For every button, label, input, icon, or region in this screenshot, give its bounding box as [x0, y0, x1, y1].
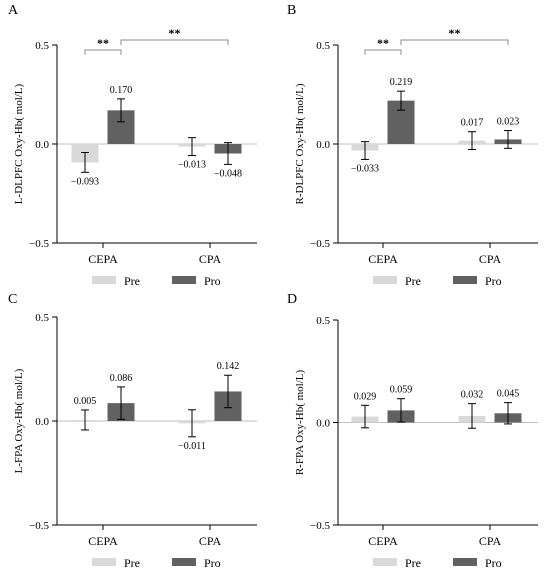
category-label: CEPA	[88, 252, 118, 266]
category-label: CPA	[199, 534, 222, 548]
significance-marker: **	[449, 26, 461, 40]
significance-bracket	[400, 39, 509, 45]
value-label: 0.032	[461, 390, 484, 401]
legend-label-pre: Pre	[405, 556, 421, 570]
legend-swatch-pro	[172, 276, 196, 284]
value-label: −0.033	[351, 163, 379, 174]
value-label: 0.029	[354, 391, 377, 402]
panel-label: B	[287, 3, 296, 18]
y-tick-label: 0.5	[316, 315, 330, 327]
value-label: 0.005	[74, 396, 97, 407]
value-label: 0.142	[217, 361, 240, 372]
y-axis-label: L-DLPFC Oxy-Hb( mol/L)	[13, 83, 25, 204]
significance-bracket	[120, 39, 229, 45]
y-tick-label: 0.0	[35, 139, 49, 151]
panel-label: A	[8, 3, 19, 18]
category-label: CPA	[199, 252, 222, 266]
y-axis-label: L-FPA Oxy-Hb( mol/L)	[13, 368, 25, 473]
category-label: CPA	[479, 252, 502, 266]
y-tick-label: −0.5	[310, 238, 330, 250]
value-label: 0.170	[110, 85, 133, 96]
category-label: CEPA	[368, 534, 398, 548]
category-label: CEPA	[368, 252, 398, 266]
legend-swatch-pro	[453, 558, 477, 566]
value-label: −0.093	[71, 176, 99, 187]
value-label: 0.219	[390, 77, 413, 88]
legend-swatch-pre	[92, 276, 116, 284]
y-tick-label: 0.5	[35, 312, 49, 324]
significance-bracket	[84, 49, 122, 55]
y-tick-label: 0.5	[35, 40, 49, 52]
panel-label: C	[8, 292, 17, 307]
value-label: −0.048	[214, 168, 242, 179]
significance-marker: **	[97, 36, 109, 50]
legend-label-pro: Pro	[204, 556, 221, 570]
legend-label-pre: Pre	[405, 274, 421, 288]
legend-swatch-pre	[92, 558, 116, 566]
legend-swatch-pro	[172, 558, 196, 566]
value-label: 0.045	[497, 389, 520, 400]
y-tick-label: −0.5	[29, 520, 49, 532]
y-tick-label: −0.5	[29, 238, 49, 250]
category-label: CEPA	[88, 534, 118, 548]
y-axis-label: R-FPA Oxy-Hb( mol/L)	[294, 370, 306, 476]
category-label: CPA	[479, 534, 502, 548]
legend-label-pro: Pro	[485, 274, 502, 288]
value-label: −0.013	[178, 159, 206, 170]
legend-label-pro: Pro	[204, 274, 221, 288]
legend-swatch-pro	[453, 276, 477, 284]
significance-bracket	[364, 49, 402, 55]
legend-swatch-pre	[373, 558, 397, 566]
value-label: 0.023	[497, 117, 520, 128]
legend-label-pro: Pro	[485, 556, 502, 570]
legend-label-pre: Pre	[124, 274, 140, 288]
value-label: 0.017	[461, 118, 484, 129]
y-tick-label: 0.0	[35, 416, 49, 428]
y-tick-label: 0.5	[316, 40, 330, 52]
panel-label: D	[287, 292, 297, 307]
significance-marker: **	[377, 36, 389, 50]
y-axis-label: R-DLPFC Oxy-Hb( mol/L)	[294, 83, 306, 204]
y-tick-label: 0.0	[316, 418, 330, 430]
value-label: 0.086	[110, 373, 133, 384]
value-label: −0.011	[178, 441, 206, 452]
legend-swatch-pre	[373, 276, 397, 284]
value-label: 0.059	[390, 385, 413, 396]
legend-label-pre: Pre	[124, 556, 140, 570]
y-tick-label: −0.5	[310, 520, 330, 532]
significance-marker: **	[169, 26, 181, 40]
y-tick-label: 0.0	[316, 139, 330, 151]
